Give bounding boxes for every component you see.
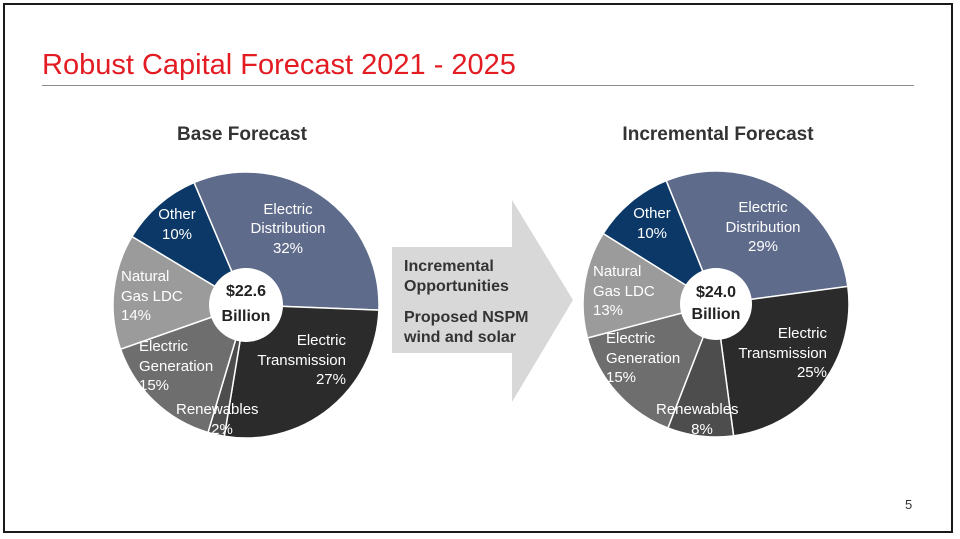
- slice-label: Transmission: [257, 352, 346, 369]
- slice-label: Other: [633, 205, 671, 222]
- pie-center-label: $22.6: [226, 283, 266, 300]
- pie-slice-natural-gas-ldc: [112, 235, 248, 351]
- slice-label: Distribution: [725, 219, 800, 236]
- slice-percent-label: 15%: [139, 377, 169, 394]
- arrow-text-line3: Proposed NSPM: [404, 309, 529, 326]
- slice-label: Electric: [778, 325, 828, 342]
- slice-percent-label: 13%: [593, 302, 623, 319]
- slice-label: Electric: [297, 332, 347, 349]
- pie-center-label: Billion: [692, 306, 741, 323]
- slice-label: Electric: [606, 330, 656, 347]
- slice-label: Electric: [738, 199, 788, 216]
- slice-percent-label: 10%: [637, 225, 667, 242]
- slice-percent-label: 29%: [748, 238, 778, 255]
- incremental-forecast-title: Incremental Forecast: [622, 124, 814, 145]
- pie-center-circle: [680, 268, 752, 340]
- slice-percent-label: 10%: [162, 226, 192, 243]
- slice-label: Generation: [139, 358, 213, 375]
- slice-label: Distribution: [250, 220, 325, 237]
- slice-label: Natural: [593, 263, 641, 280]
- title-divider: [42, 85, 914, 86]
- arrow-text-line4: wind and solar: [404, 329, 517, 346]
- slice-percent-label: 32%: [273, 240, 303, 257]
- slice-percent-label: 2%: [211, 421, 233, 438]
- slice-label: Gas LDC: [121, 288, 183, 305]
- slice-percent-label: 25%: [797, 364, 827, 381]
- slice-percent-label: 27%: [316, 371, 346, 388]
- page-number: 5: [905, 497, 913, 512]
- pie-slice-electric-transmission: [715, 285, 850, 437]
- slice-label: Natural: [121, 268, 169, 285]
- slice-label: Other: [158, 206, 196, 223]
- slice-percent-label: 15%: [606, 369, 636, 386]
- pie-slice-other: [130, 181, 248, 307]
- pie-slice-other: [602, 179, 718, 306]
- slice-label: Transmission: [738, 345, 827, 362]
- pie-center-label: $24.0: [696, 284, 736, 301]
- slice-label: Generation: [606, 350, 680, 367]
- pie-center-label: Billion: [222, 308, 271, 325]
- slide-title: Robust Capital Forecast 2021 - 2025: [42, 49, 516, 81]
- pie-slice-electric-generation: [586, 302, 718, 429]
- slice-label: Electric: [139, 338, 189, 355]
- slice-label: Electric: [263, 201, 313, 218]
- forward-arrow-icon: [392, 200, 573, 402]
- pie-center-circle: [209, 268, 283, 342]
- slice-percent-label: 14%: [121, 307, 151, 324]
- slice-label: Renewables: [656, 401, 739, 418]
- slice-percent-label: 8%: [691, 421, 713, 438]
- pie-slice-electric-transmission: [223, 304, 380, 439]
- slice-label: Renewables: [176, 401, 259, 418]
- base-forecast-title: Base Forecast: [177, 124, 307, 145]
- pie-slice-electric-generation: [119, 303, 248, 434]
- slice-label: Gas LDC: [593, 283, 655, 300]
- arrow-text-line2: Opportunities: [404, 278, 509, 295]
- arrow-text-line1: Incremental: [404, 258, 494, 275]
